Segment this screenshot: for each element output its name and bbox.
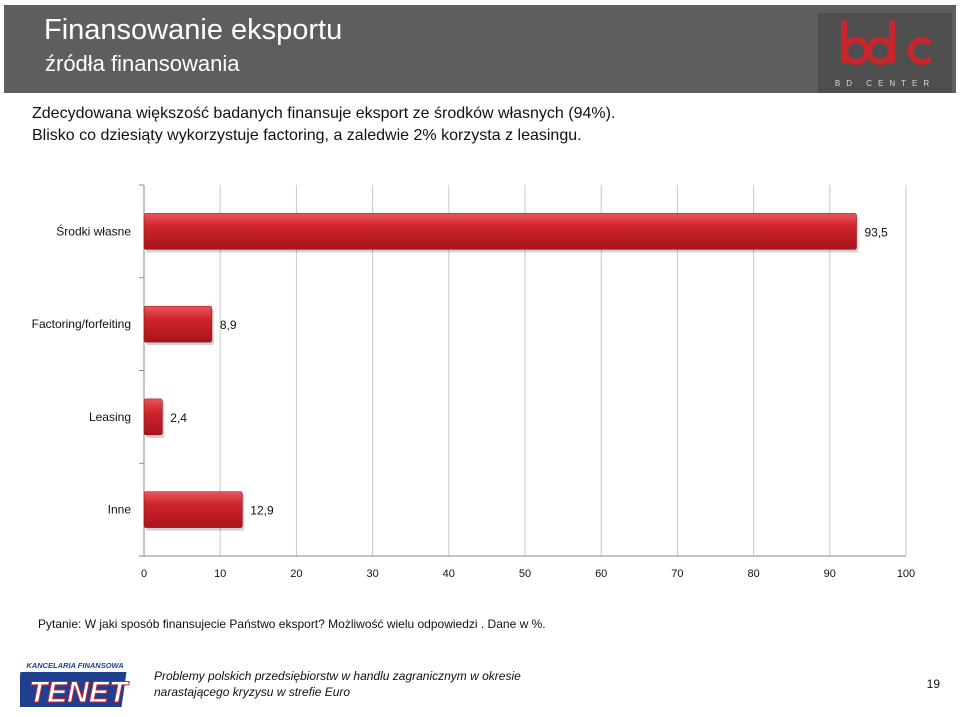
footer-caption: Problemy polskich przedsiębiorstw w hand…: [154, 668, 521, 700]
bdc-logo-icon: [841, 20, 931, 65]
x-tick-label: 30: [366, 568, 378, 580]
bars: [143, 213, 859, 531]
intro-text: Zdecydowana większość badanych finansuje…: [32, 103, 615, 147]
survey-question: Pytanie: W jaki sposób finansujecie Pańs…: [38, 617, 546, 631]
value-label: 93,5: [864, 225, 888, 239]
bar: [143, 213, 857, 250]
x-tick-label: 40: [443, 568, 455, 580]
tenet-logo: KANCELARIA FINANSOWA TENET: [15, 661, 130, 710]
page-subtitle: źródła finansowania: [45, 51, 240, 76]
category-label: Leasing: [89, 410, 131, 424]
x-tick-label: 90: [824, 568, 836, 580]
bar: [143, 398, 163, 436]
x-tick-label: 20: [290, 568, 302, 580]
bar: [143, 491, 243, 528]
logo-caption: BD CENTER: [834, 79, 936, 88]
value-label: 2,4: [170, 411, 187, 425]
bdc-logo: BD CENTER: [818, 13, 952, 93]
value-label: 12,9: [250, 504, 274, 518]
page-title: Finansowanie eksportu: [44, 14, 343, 46]
labels: 0 10 20 30 40 50 60 70 80 90 100 Środki własne 93,5 F…: [32, 223, 916, 580]
x-tick-label: 0: [141, 568, 147, 580]
category-label: Inne: [108, 503, 132, 517]
footer-line-2: narastającego kryzysu w strefie Euro: [154, 685, 351, 699]
tenet-logo-main-text: TENET: [29, 676, 130, 709]
bar-chart: 0 10 20 30 40 50 60 70 80 90 100 Środki własne 93,5 F…: [32, 184, 916, 580]
page-number: 19: [926, 677, 940, 691]
header-bar: Finansowanie eksportu źródła finansowani…: [4, 5, 956, 93]
x-tick-label: 10: [214, 568, 226, 580]
category-label: Środki własne: [56, 223, 131, 238]
intro-line-1: Zdecydowana większość badanych finansuje…: [32, 105, 616, 122]
tenet-logo-top-text: KANCELARIA FINANSOWA: [26, 661, 123, 670]
x-tick-label: 70: [671, 568, 683, 580]
x-tick-label: 100: [897, 568, 915, 580]
intro-line-2: Blisko co dziesiąty wykorzystuje factori…: [32, 127, 582, 144]
x-tick-label: 80: [747, 568, 759, 580]
bar: [143, 305, 213, 343]
x-tick-label: 60: [595, 568, 607, 580]
tenet-logo-icon: KANCELARIA FINANSOWA TENET: [15, 661, 130, 710]
category-label: Factoring/forfeiting: [32, 317, 131, 331]
footer-line-1: Problemy polskich przedsiębiorstw w hand…: [154, 669, 521, 683]
x-tick-label: 50: [519, 568, 531, 580]
value-label: 8,9: [220, 318, 237, 332]
